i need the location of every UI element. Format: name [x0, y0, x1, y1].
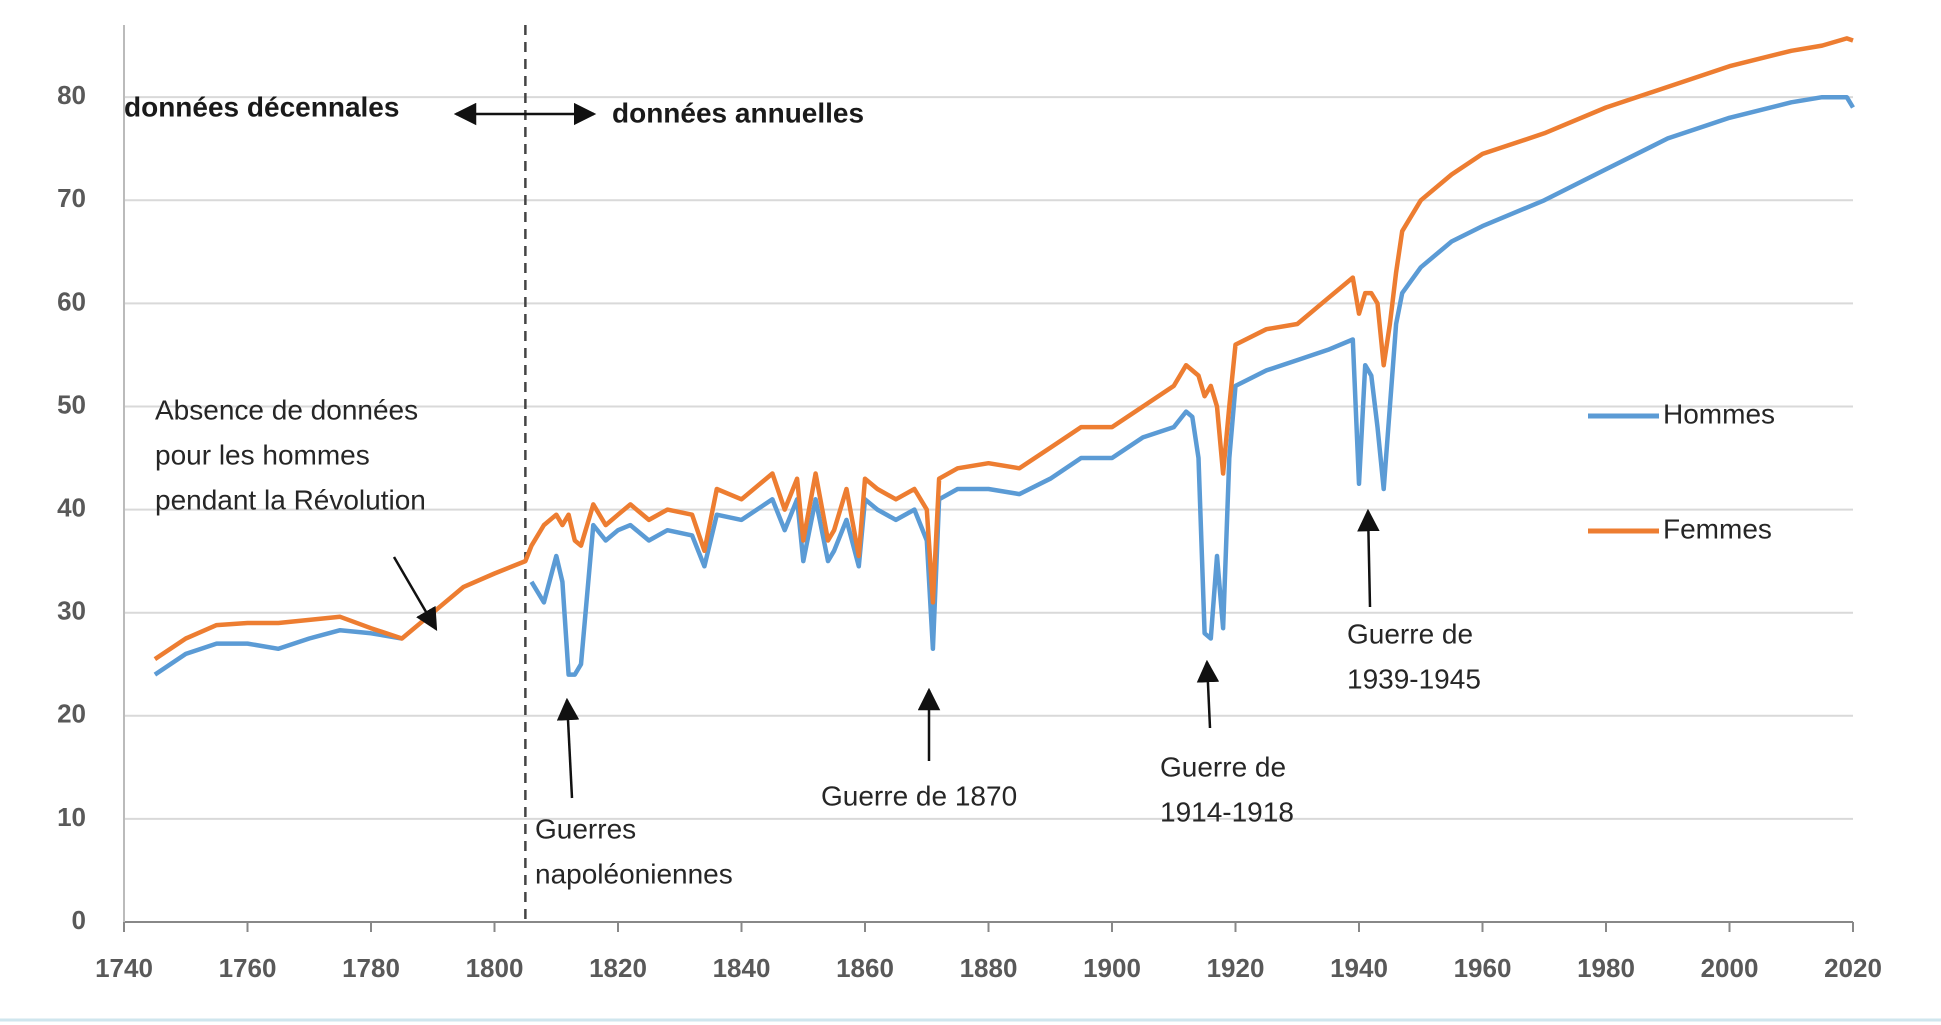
annotation: pour les hommes: [155, 439, 370, 470]
series-line: [153, 94, 1855, 677]
y-tick-label: 20: [57, 699, 86, 729]
legend-label: Hommes: [1663, 398, 1775, 429]
period-label: données décennales: [124, 91, 399, 122]
annotation: pendant la Révolution: [155, 484, 426, 515]
annotation: Guerre de: [1160, 751, 1286, 782]
annotation: 1939-1945: [1347, 663, 1481, 694]
annotation: Absence de données: [155, 394, 418, 425]
annotation-arrow: [556, 697, 580, 799]
x-tick-label: 1860: [836, 953, 894, 983]
y-tick-label: 10: [57, 802, 86, 832]
annotation: Guerres: [535, 813, 636, 844]
x-tick-label: 1740: [95, 953, 153, 983]
x-tick-label: 1880: [960, 953, 1018, 983]
x-tick-label: 1780: [342, 953, 400, 983]
y-tick-label: 0: [72, 905, 86, 935]
x-tick-label: 1980: [1577, 953, 1635, 983]
x-tick-label: 1940: [1330, 953, 1388, 983]
y-tick-label: 30: [57, 596, 86, 626]
x-tick-label: 1920: [1207, 953, 1265, 983]
annotation: 1914-1918: [1160, 796, 1294, 827]
x-tick-label: 1800: [466, 953, 524, 983]
series-line: [153, 36, 1854, 661]
period-label: données annuelles: [612, 97, 864, 128]
y-tick-label: 70: [57, 183, 86, 213]
x-tick-label: 1960: [1454, 953, 1512, 983]
y-tick-label: 50: [57, 389, 86, 419]
x-tick-label: 1760: [219, 953, 277, 983]
annotation-arrow: [1357, 508, 1380, 608]
y-tick-label: 80: [57, 80, 86, 110]
annotation: napoléoniennes: [535, 858, 733, 889]
x-tick-label: 2020: [1824, 953, 1882, 983]
x-tick-label: 1900: [1083, 953, 1141, 983]
legend-label: Femmes: [1663, 513, 1772, 544]
y-tick-label: 40: [57, 492, 86, 522]
annotation: Guerre de: [1347, 618, 1473, 649]
x-tick-label: 2000: [1701, 953, 1759, 983]
annotation-arrow: [392, 556, 438, 631]
x-tick-label: 1840: [713, 953, 771, 983]
annotation: Guerre de 1870: [821, 780, 1017, 811]
y-tick-label: 60: [57, 286, 86, 316]
x-tick-label: 1820: [589, 953, 647, 983]
annotation-arrow: [1196, 659, 1220, 729]
